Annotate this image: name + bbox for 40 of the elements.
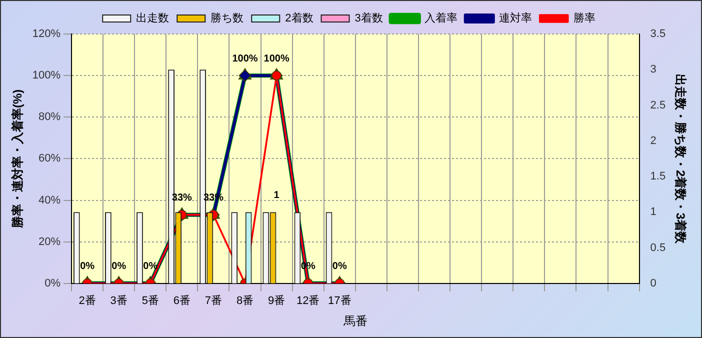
legend-label: 3着数 xyxy=(354,12,383,25)
y2-tick-label: 0.5 xyxy=(650,242,666,254)
y-tick-label: 20% xyxy=(38,236,61,248)
y2-tick-label: 1 xyxy=(650,206,656,218)
x-tick-label: 2番 xyxy=(78,294,96,308)
x-tick-label: 8番 xyxy=(236,294,254,308)
y-tick-label: 40% xyxy=(38,194,61,206)
legend-label: 連対率 xyxy=(498,12,532,25)
y-axis-title: 勝率・連対率・入着率(%) xyxy=(10,89,25,230)
y-tick-label: 80% xyxy=(38,111,61,124)
y2-tick-label: 3 xyxy=(650,64,656,76)
x-tick-label: 12番 xyxy=(296,294,320,308)
legend-label: 入着率 xyxy=(424,12,458,25)
y-tick-label: 100% xyxy=(32,70,61,82)
legend-label: 出走数 xyxy=(136,12,170,25)
legend-label: 勝率 xyxy=(573,12,596,25)
y2-tick-label: 2.5 xyxy=(650,99,666,112)
x-tick-label: 7番 xyxy=(204,294,222,308)
y-tick-label: 0% xyxy=(44,277,61,290)
y2-axis-title: 出走数・勝ち数・2着数・3着数 xyxy=(673,74,688,244)
x-tick-label: 6番 xyxy=(173,294,190,308)
legend-label: 2着数 xyxy=(285,12,314,25)
data-label: 1 xyxy=(274,190,280,201)
y2-tick-label: 3.5 xyxy=(650,28,666,40)
y-tick-label: 120% xyxy=(32,28,61,40)
data-label: 0% xyxy=(332,261,347,272)
data-label: 100% xyxy=(232,53,258,64)
data-label: 0% xyxy=(80,261,95,272)
y2-tick-label: 0 xyxy=(650,277,656,290)
legend-label: 勝ち数 xyxy=(210,12,244,25)
x-axis-title: 馬番 xyxy=(342,314,368,328)
y-tick-label: 60% xyxy=(38,152,61,165)
x-tick-label: 9番 xyxy=(268,294,286,308)
y2-tick-label: 2 xyxy=(650,134,656,147)
x-tick-label: 17番 xyxy=(328,294,352,308)
y2-tick-label: 1.5 xyxy=(650,170,666,183)
x-tick-label: 5番 xyxy=(142,294,159,308)
data-label: 100% xyxy=(264,53,290,64)
data-label: 0% xyxy=(112,261,126,272)
x-tick-label: 3番 xyxy=(110,294,128,308)
